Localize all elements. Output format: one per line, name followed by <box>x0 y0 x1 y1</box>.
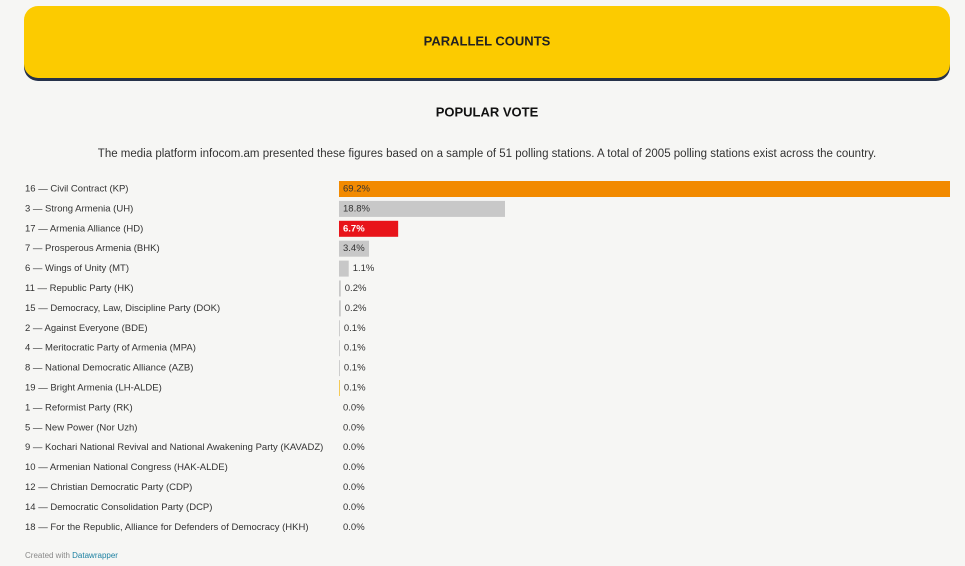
value-label: 0.0% <box>343 422 365 433</box>
value-label: 3.4% <box>343 243 365 254</box>
category-label: 8 — National Democratic Alliance (AZB) <box>25 363 193 374</box>
bar <box>339 380 340 396</box>
value-label: 0.0% <box>343 522 365 533</box>
category-label: 16 — Civil Contract (KP) <box>25 184 128 195</box>
category-label: 3 — Strong Armenia (UH) <box>25 203 133 214</box>
header-banner <box>24 6 950 78</box>
value-label: 0.2% <box>345 283 367 294</box>
value-label: 1.1% <box>353 263 375 274</box>
category-label: 10 — Armenian National Congress (HAK-ALD… <box>25 462 228 473</box>
category-label: 19 — Bright Armenia (LH-ALDE) <box>25 383 162 394</box>
value-label: 0.0% <box>343 462 365 473</box>
category-label: 17 — Armenia Alliance (HD) <box>25 223 143 234</box>
value-label: 0.1% <box>344 363 366 374</box>
category-label: 5 — New Power (Nor Uzh) <box>25 422 137 433</box>
value-label: 6.7% <box>343 223 365 234</box>
category-label: 18 — For the Republic, Alliance for Defe… <box>25 522 309 533</box>
category-label: 2 — Against Everyone (BDE) <box>25 323 148 334</box>
value-label: 0.2% <box>345 303 367 314</box>
value-label: 69.2% <box>343 184 370 195</box>
chart-title: POPULAR VOTE <box>436 104 539 119</box>
category-label: 4 — Meritocratic Party of Armenia (MPA) <box>25 343 196 354</box>
bar <box>339 260 349 277</box>
category-label: 11 — Republic Party (HK) <box>25 283 134 294</box>
credit: Created with Datawrapper <box>25 551 118 560</box>
value-label: 0.0% <box>343 442 365 453</box>
category-label: 12 — Christian Democratic Party (CDP) <box>25 482 192 493</box>
value-label: 0.0% <box>343 482 365 493</box>
value-label: 0.1% <box>344 323 366 334</box>
bar <box>339 360 340 377</box>
chart-subtitle: The media platform infocom.am presented … <box>98 148 876 160</box>
category-label: 1 — Reformist Party (RK) <box>25 402 133 413</box>
bar <box>339 300 341 317</box>
category-label: 14 — Democratic Consolidation Party (DCP… <box>25 502 212 513</box>
credit-link[interactable]: Datawrapper <box>72 551 118 560</box>
header-title: PARALLEL COUNTS <box>424 33 551 48</box>
bar <box>339 280 341 297</box>
category-label: 7 — Prosperous Armenia (BHK) <box>25 243 160 254</box>
value-label: 18.8% <box>343 203 370 214</box>
value-label: 0.0% <box>343 502 365 513</box>
value-label: 0.0% <box>343 402 365 413</box>
bar <box>339 200 505 217</box>
credit-text: Created with <box>25 551 70 560</box>
value-label: 0.1% <box>344 343 366 354</box>
category-label: 15 — Democracy, Law, Discipline Party (D… <box>25 303 220 314</box>
bar <box>339 220 399 237</box>
bar <box>339 181 950 197</box>
bar <box>339 320 340 337</box>
category-label: 6 — Wings of Unity (MT) <box>25 263 129 274</box>
bar <box>339 240 370 257</box>
category-label: 9 — Kochari National Revival and Nationa… <box>25 442 323 453</box>
value-label: 0.1% <box>344 383 366 394</box>
bar <box>339 340 340 357</box>
